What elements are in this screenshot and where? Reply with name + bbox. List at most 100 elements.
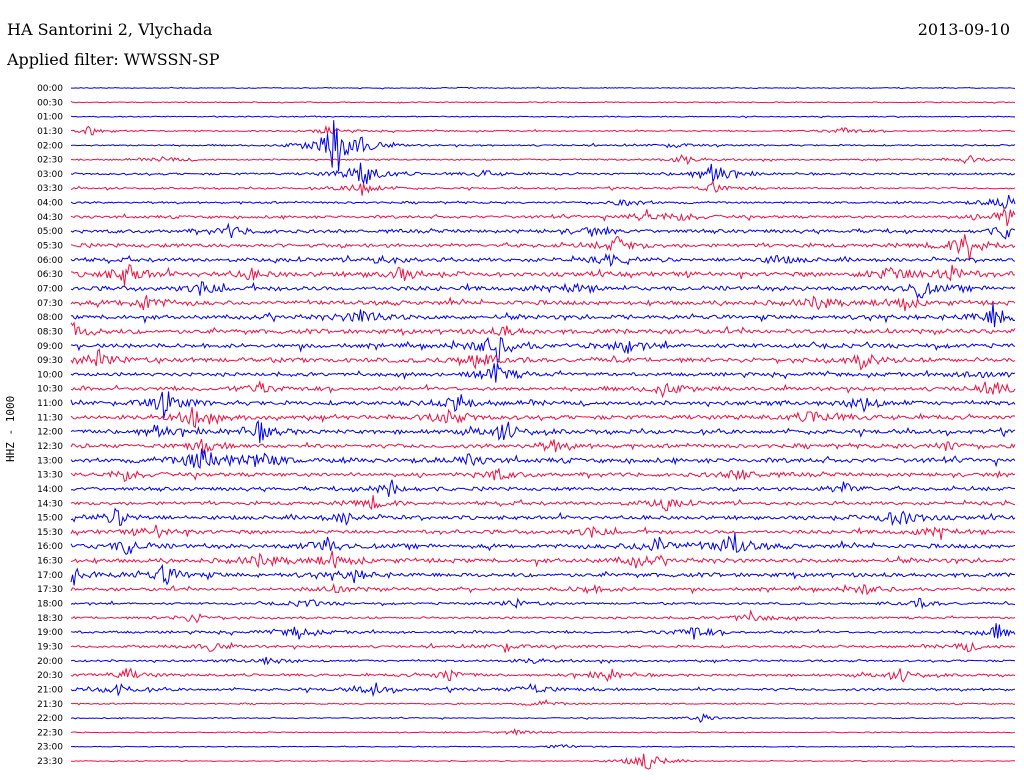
trace-0530: [70, 234, 1016, 261]
time-tick-label: 14:30: [37, 499, 63, 509]
trace-0730: [70, 295, 1016, 312]
time-tick-label: 19:30: [37, 642, 63, 652]
time-tick-label: 00:00: [37, 84, 63, 94]
trace-2130: [70, 698, 1016, 706]
trace-0130: [70, 124, 1016, 136]
time-tick-label: 04:30: [37, 213, 63, 223]
time-tick-label: 01:00: [37, 113, 63, 123]
date-label: 2013-09-10: [917, 20, 1010, 39]
time-tick-label: 11:00: [37, 399, 63, 409]
time-tick-label: 17:00: [37, 571, 63, 581]
trace-1930: [70, 641, 1016, 653]
time-tick-label: 16:00: [37, 542, 63, 552]
trace-2300: [70, 744, 1016, 749]
trace-1400: [70, 479, 1016, 497]
trace-1530: [70, 524, 1016, 540]
time-tick-label: 18:00: [37, 600, 63, 610]
trace-1730: [70, 582, 1016, 596]
time-tick-label: 20:00: [37, 657, 63, 667]
trace-1630: [70, 550, 1016, 569]
trace-0400: [70, 194, 1016, 209]
trace-0900: [70, 336, 1016, 363]
time-tick-label: 10:30: [37, 385, 63, 395]
filter-label: Applied filter: WWSSN-SP: [7, 50, 220, 69]
time-tick-label: 12:00: [37, 428, 63, 438]
trace-2200: [70, 713, 1016, 723]
time-tick-label: 00:30: [37, 98, 63, 108]
time-tick-label: 01:30: [37, 127, 63, 137]
trace-0600: [70, 252, 1016, 267]
time-tick-label: 06:30: [37, 270, 63, 280]
trace-0330: [70, 180, 1016, 196]
time-tick-label: 19:00: [37, 628, 63, 638]
trace-1700: [70, 563, 1016, 586]
trace-0500: [70, 222, 1016, 240]
trace-0000: [70, 86, 1016, 90]
time-tick-label: 23:00: [37, 743, 63, 753]
trace-0200: [70, 120, 1016, 172]
time-tick-label: 04:00: [37, 199, 63, 209]
time-tick-label: 13:30: [37, 471, 63, 481]
time-tick-label: 07:30: [37, 299, 63, 309]
trace-0700: [70, 281, 1016, 299]
trace-1800: [70, 597, 1016, 610]
trace-0830: [70, 321, 1016, 337]
trace-1500: [70, 507, 1016, 527]
time-tick-label: 21:30: [37, 700, 63, 710]
time-tick-label: 14:00: [37, 485, 63, 495]
trace-0630: [70, 264, 1016, 286]
trace-1300: [70, 448, 1016, 470]
time-tick-label: 11:30: [37, 413, 63, 423]
trace-1430: [70, 495, 1016, 512]
time-tick-label: 13:00: [37, 456, 63, 466]
trace-2230: [70, 728, 1016, 737]
time-tick-labels: 00:00 00:30 01:00 01:30 02:00 02:30 03:00 03:30…: [37, 84, 63, 767]
trace-1330: [70, 468, 1016, 482]
trace-1230: [70, 438, 1016, 454]
time-tick-label: 08:30: [37, 327, 63, 337]
trace-1130: [70, 406, 1016, 429]
time-tick-label: 20:30: [37, 671, 63, 681]
time-tick-label: 07:00: [37, 284, 63, 294]
time-tick-label: 18:30: [37, 614, 63, 624]
time-tick-label: 23:30: [37, 757, 63, 767]
time-tick-label: 02:30: [37, 156, 63, 166]
trace-2100: [70, 682, 1016, 698]
trace-2000: [70, 656, 1016, 666]
time-tick-label: 03:30: [37, 184, 63, 194]
trace-0030: [70, 100, 1016, 104]
trace-0800: [70, 302, 1016, 328]
trace-2330: [70, 753, 1016, 770]
trace-0430: [70, 208, 1016, 227]
time-tick-label: 05:00: [37, 227, 63, 237]
trace-1000: [70, 363, 1016, 383]
time-tick-label: 02:00: [37, 141, 63, 151]
trace-1900: [70, 623, 1016, 640]
trace-1100: [70, 391, 1016, 419]
trace-0300: [70, 162, 1016, 186]
station-title: HA Santorini 2, Vlychada: [7, 20, 213, 39]
time-tick-label: 17:30: [37, 585, 63, 595]
time-tick-label: 08:00: [37, 313, 63, 323]
trace-1600: [70, 532, 1016, 555]
time-tick-label: 10:00: [37, 370, 63, 380]
time-tick-label: 06:00: [37, 256, 63, 266]
time-tick-label: 09:00: [37, 342, 63, 352]
trace-1200: [70, 419, 1016, 443]
time-tick-label: 12:30: [37, 442, 63, 452]
trace-0230: [70, 154, 1016, 166]
trace-0100: [70, 115, 1016, 119]
time-tick-label: 09:30: [37, 356, 63, 366]
time-tick-label: 21:00: [37, 685, 63, 695]
time-tick-label: 16:30: [37, 557, 63, 567]
trace-1830: [70, 609, 1016, 624]
seismic-traces: [70, 86, 1016, 770]
time-tick-label: 15:30: [37, 528, 63, 538]
trace-2030: [70, 667, 1016, 683]
time-tick-label: 22:30: [37, 728, 63, 738]
time-tick-label: 03:00: [37, 170, 63, 180]
time-tick-label: 15:00: [37, 514, 63, 524]
time-tick-label: 22:00: [37, 714, 63, 724]
trace-0930: [70, 348, 1016, 371]
